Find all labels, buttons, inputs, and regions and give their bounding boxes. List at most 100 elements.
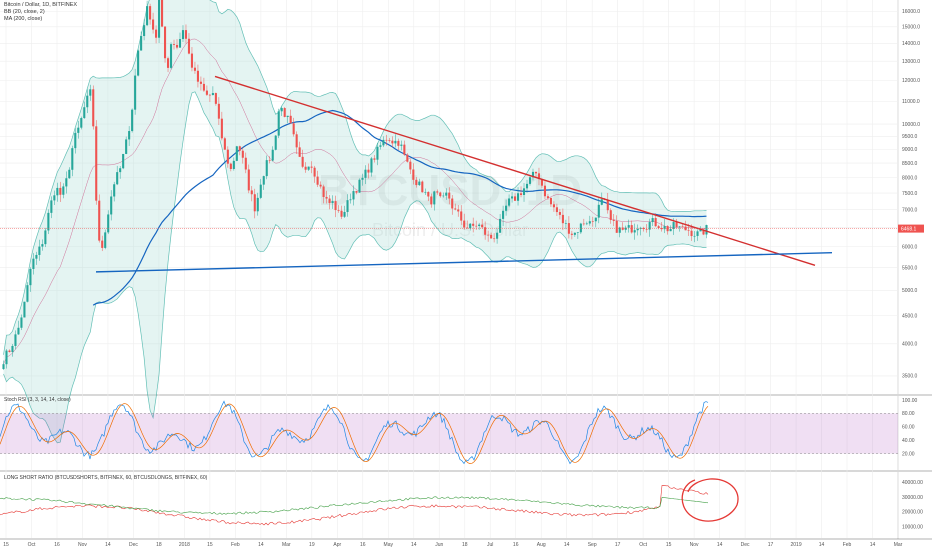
candle-body	[80, 118, 83, 128]
y-tick-label: 9000.0	[902, 147, 918, 153]
candle-body	[436, 191, 439, 193]
y-tick-label: 9500.0	[902, 134, 918, 140]
candle-body	[361, 177, 364, 180]
candle-body	[307, 166, 310, 170]
annotation-circle	[681, 478, 739, 522]
candle-body	[576, 232, 579, 233]
candle-body	[74, 132, 77, 149]
candle-body	[552, 204, 555, 208]
candle-body	[400, 144, 403, 146]
candle-body	[382, 139, 385, 146]
x-tick-label: 16	[54, 542, 60, 548]
candle-body	[388, 140, 391, 141]
candle-body	[334, 201, 337, 211]
ratio-tick-label: 30000.00	[902, 495, 923, 501]
x-tick-label: 14	[717, 542, 723, 548]
candle-body	[457, 209, 460, 212]
candle-body	[23, 301, 26, 318]
long-short-ratio-label: LONG SHORT RATIO (BTCUSDSHORTS, BITFINEX…	[4, 475, 208, 481]
ratio-longs-line	[0, 496, 709, 515]
x-tick-label: 14	[411, 542, 417, 548]
x-tick-label: 14	[870, 542, 876, 548]
candle-body	[409, 161, 412, 170]
stoch-tick-label: 40.00	[902, 438, 915, 444]
candle-body	[502, 210, 505, 219]
candle-body	[29, 268, 32, 286]
x-tick-label: Jun	[435, 542, 443, 548]
candle-body	[128, 131, 131, 140]
candle-body	[5, 350, 8, 365]
candle-body	[104, 232, 107, 248]
candle-body	[11, 345, 14, 352]
candle-body	[190, 53, 194, 68]
candle-body	[418, 181, 421, 186]
candle-body	[286, 115, 289, 117]
x-tick-label: 17	[615, 542, 621, 548]
candle-body	[20, 317, 23, 328]
candle-body	[259, 184, 262, 198]
candle-body	[663, 226, 666, 230]
stoch-rsi-label: Stoch RSI (3, 3, 14, 14, close)	[4, 397, 71, 403]
candle-body	[8, 350, 11, 352]
y-tick-label: 11000.0	[902, 99, 920, 105]
candle-body	[199, 81, 202, 84]
candle-body	[304, 166, 307, 170]
candle-body	[277, 111, 280, 136]
candle-body	[256, 197, 259, 212]
candle-body	[250, 190, 253, 195]
candle-body	[627, 225, 630, 228]
candle-body	[137, 50, 140, 76]
candle-body	[340, 210, 343, 217]
ratio-tick-label: 40000.00	[902, 480, 923, 486]
candle-body	[322, 186, 325, 197]
candle-body	[352, 191, 355, 200]
candle-body	[702, 229, 705, 235]
ratio-tick-label: 10000.00	[902, 524, 923, 530]
candle-body	[310, 166, 313, 168]
candle-body	[588, 221, 591, 224]
candle-body	[119, 168, 122, 173]
y-tick-label: 7000.0	[902, 207, 918, 213]
x-tick-label: Oct	[28, 542, 36, 548]
candle-body	[463, 220, 466, 228]
candle-body	[499, 218, 502, 233]
x-tick-label: 14	[258, 542, 264, 548]
candle-body	[570, 233, 573, 235]
x-tick-label: 16	[360, 542, 366, 548]
candle-body	[217, 103, 220, 119]
x-tick-label: Feb	[843, 542, 852, 548]
candle-body	[38, 246, 41, 255]
candle-body	[373, 158, 376, 160]
chart-legend: Bitcoin / Dollar, 1D, BITFINEX BB (20, c…	[4, 2, 77, 23]
x-tick-label: Feb	[231, 542, 240, 548]
x-tick-label: Oct	[639, 542, 647, 548]
x-tick-label: 2018	[179, 542, 190, 548]
candle-body	[597, 204, 600, 218]
candle-body	[633, 230, 636, 233]
candle-body	[247, 169, 250, 191]
candle-body	[172, 44, 176, 45]
candle-body	[636, 228, 639, 231]
candle-body	[678, 226, 681, 228]
candle-body	[534, 171, 538, 174]
stoch-k-line	[0, 400, 709, 465]
y-tick-label: 3500.0	[902, 374, 918, 380]
candle-body	[582, 223, 585, 225]
candle-body	[370, 158, 373, 173]
candle-body	[439, 192, 442, 197]
candle-body	[178, 39, 182, 48]
bollinger-basis	[3, 38, 707, 365]
candle-body	[654, 218, 657, 227]
candle-body	[56, 187, 59, 196]
candle-body	[490, 234, 493, 239]
candle-body	[472, 223, 475, 226]
candle-body	[169, 44, 173, 68]
ratio-tick-label: 20000.00	[902, 510, 923, 516]
candle-body	[394, 140, 397, 144]
candle-body	[537, 173, 541, 180]
x-tick-label: 15	[3, 542, 9, 548]
candle-body	[433, 191, 436, 205]
